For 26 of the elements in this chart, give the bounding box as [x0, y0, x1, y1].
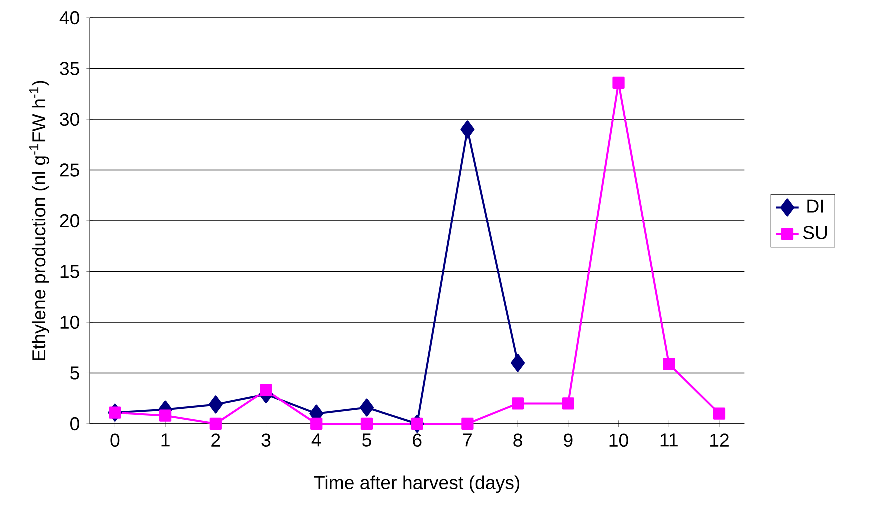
- x-tick-label: 4: [312, 434, 322, 447]
- x-tick-label: 8: [514, 434, 522, 448]
- x-tick-label: 11: [660, 434, 678, 447]
- x-axis-title: Time after harvest (days): [314, 476, 520, 494]
- x-tick-label: 10: [610, 434, 628, 448]
- x-tick-label: 1: [162, 434, 170, 447]
- y-tick-label: 35: [60, 62, 80, 76]
- x-tick-label: 7: [463, 434, 472, 447]
- x-tick-label: 12: [710, 434, 729, 447]
- x-tick-label: 9: [564, 434, 573, 448]
- x-tick-label: 2: [212, 434, 220, 447]
- x-tick-label: 0: [110, 434, 120, 448]
- y-tick-label: 15: [60, 265, 80, 278]
- legend-label: DI: [808, 200, 824, 213]
- legend-label: SU: [803, 226, 828, 240]
- y-tick-label: 10: [60, 316, 80, 330]
- y-tick-label: 0: [70, 417, 80, 431]
- x-tick-label: 3: [262, 434, 271, 448]
- y-axis-title: Ethylene production (nl g$^{-1}$FW h$^{-1}$): [30, 81, 50, 360]
- x-tick-label: 6: [413, 434, 422, 448]
- y-tick-label: 5: [70, 366, 80, 380]
- y-tick-label: 20: [60, 214, 80, 228]
- x-tick-label: 5: [362, 434, 372, 447]
- y-tick-label: 40: [60, 11, 80, 25]
- y-tick-label: 25: [60, 164, 80, 177]
- y-tick-label: 30: [60, 112, 80, 126]
